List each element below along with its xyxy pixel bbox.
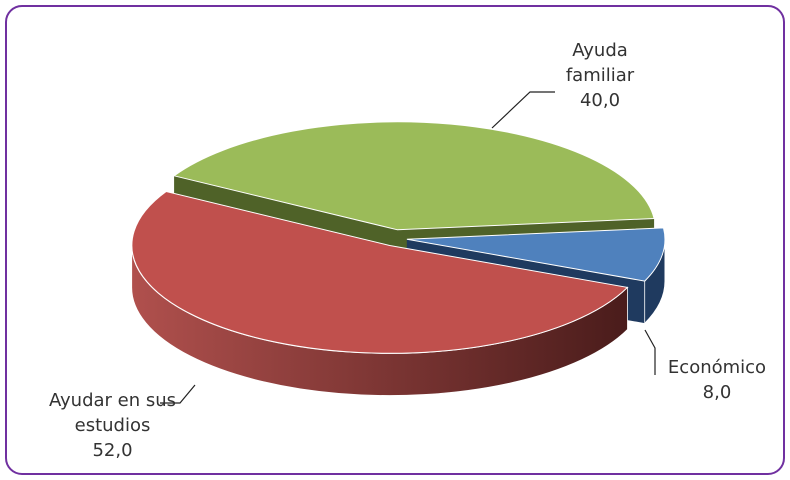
value-label: 52,0	[92, 440, 133, 461]
category-label: Económico	[667, 357, 767, 378]
category-label: Ayudar en sus estudios	[48, 390, 177, 436]
value-label: 40,0	[579, 90, 621, 111]
slice-label: Económico 8,0	[652, 355, 782, 405]
category-label: Ayuda familiar	[565, 40, 635, 86]
value-label: 8,0	[702, 382, 732, 403]
leader-line	[644, 329, 656, 375]
leader-line	[491, 91, 555, 129]
slice-label: Ayudar en sus estudios 52,0	[35, 388, 190, 463]
pie	[131, 121, 666, 396]
slice-label: Ayuda familiar 40,0	[545, 38, 655, 113]
pie-slice	[172, 121, 655, 231]
tops	[131, 121, 666, 354]
leader-line	[160, 384, 196, 404]
pie-slice	[406, 227, 666, 282]
pie-slice	[131, 190, 629, 354]
